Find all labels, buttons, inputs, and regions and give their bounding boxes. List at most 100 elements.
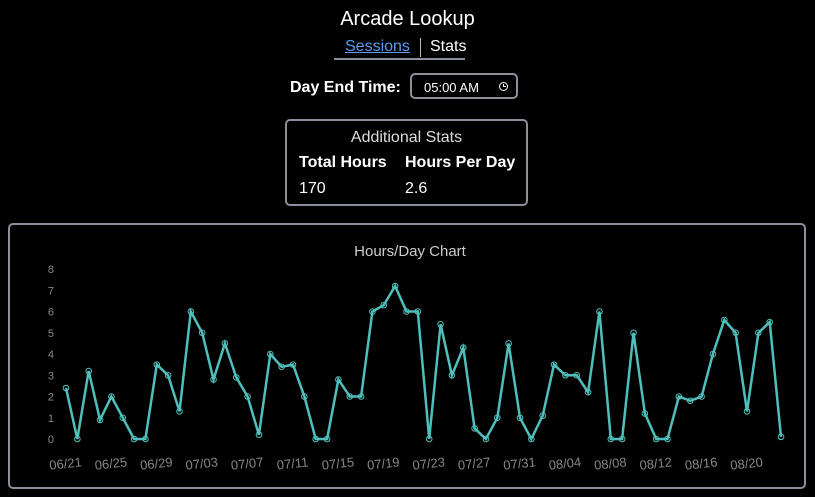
y-tick-label: 2 — [48, 392, 54, 404]
y-tick-label: 4 — [48, 349, 54, 361]
data-point — [153, 361, 161, 368]
x-tick-label: 07/07 — [230, 454, 264, 472]
data-point — [278, 363, 285, 371]
hours-per-day-value: 2.6 — [405, 180, 428, 197]
x-tick-label: 08/12 — [639, 454, 673, 472]
data-point — [221, 340, 229, 347]
data-point — [528, 435, 535, 443]
x-tick-label: 07/11 — [276, 454, 309, 472]
chart-title: Hours/Day Chart — [354, 243, 467, 260]
data-point — [267, 350, 274, 358]
data-point — [709, 350, 717, 358]
data-point — [425, 435, 433, 443]
data-point — [516, 414, 524, 422]
data-point — [494, 414, 501, 422]
tab-sessions[interactable]: Sessions — [345, 38, 410, 55]
x-tick-label: 08/20 — [730, 454, 764, 472]
data-point — [596, 308, 603, 315]
data-point — [187, 308, 195, 315]
data-point — [244, 393, 251, 400]
y-tick-label: 8 — [48, 264, 54, 276]
data-point — [74, 435, 81, 443]
data-point — [505, 340, 512, 347]
tab-divider — [420, 38, 421, 57]
x-tick-label: 06/25 — [94, 454, 128, 472]
tab-stats[interactable]: Stats — [430, 38, 467, 55]
data-point — [335, 376, 342, 383]
x-tick-label: 07/19 — [366, 454, 400, 472]
y-tick-label: 3 — [48, 370, 54, 382]
y-tick-label: 0 — [48, 434, 54, 446]
data-point — [176, 408, 183, 415]
data-point — [255, 431, 263, 439]
data-point — [675, 393, 683, 400]
data-point — [130, 435, 138, 443]
data-point — [573, 371, 581, 379]
data-point — [289, 361, 297, 368]
day-end-time-value[interactable]: 05:00 AM — [424, 80, 479, 95]
hours-per-day-chart-panel: Hours/Day Chart 0 1 2 3 4 5 6 7 8 06/21 06/25 06/29… — [8, 223, 806, 489]
y-tick-label: 6 — [48, 307, 54, 319]
data-point — [380, 301, 388, 309]
data-point — [766, 318, 774, 326]
data-point — [119, 414, 127, 422]
data-point — [142, 435, 149, 443]
data-point — [96, 416, 104, 424]
day-end-time-input[interactable]: 05:00 AM — [410, 73, 518, 99]
y-tick-label: 1 — [48, 413, 54, 425]
x-tick-label: 08/08 — [593, 454, 627, 472]
hours-per-day-header: Hours Per Day — [405, 154, 516, 171]
clock-icon[interactable] — [499, 82, 508, 91]
total-hours-header: Total Hours — [299, 154, 387, 171]
data-point — [62, 384, 70, 392]
app-title: Arcade Lookup — [340, 8, 475, 30]
data-point — [732, 329, 739, 337]
additional-stats-panel: Additional Stats Total Hours Hours Per D… — [285, 119, 528, 206]
data-point — [777, 433, 785, 441]
data-point — [232, 374, 240, 381]
data-point — [584, 388, 592, 396]
x-tick-label: 08/16 — [684, 454, 718, 472]
data-point — [664, 435, 671, 443]
data-point — [562, 371, 569, 379]
data-point — [437, 320, 444, 328]
series-line — [64, 283, 783, 442]
data-point — [323, 435, 331, 443]
data-point — [459, 344, 467, 351]
x-tick-label: 06/29 — [139, 454, 173, 472]
data-point — [539, 412, 547, 419]
data-point — [721, 316, 728, 324]
data-point — [618, 435, 626, 443]
x-tick-label: 07/15 — [321, 454, 355, 472]
y-tick-label: 7 — [48, 285, 54, 297]
data-point — [448, 371, 456, 379]
data-point — [471, 425, 478, 432]
data-point — [743, 408, 751, 415]
additional-stats-title: Additional Stats — [350, 129, 463, 146]
data-point — [346, 393, 354, 400]
data-point — [607, 435, 615, 443]
x-tick-label: 07/27 — [457, 454, 491, 472]
x-tick-label: 08/04 — [548, 454, 582, 472]
data-point — [686, 397, 694, 405]
nav-tabs: Sessions Stats — [334, 36, 467, 60]
day-end-label: Day End Time: — [290, 79, 401, 96]
data-point — [641, 410, 649, 417]
data-point — [482, 435, 490, 443]
data-point — [369, 308, 376, 315]
data-point — [108, 393, 115, 400]
x-tick-label: 06/21 — [49, 454, 83, 472]
total-hours-value: 170 — [299, 180, 326, 197]
y-tick-label: 5 — [48, 328, 54, 340]
data-point — [414, 308, 422, 315]
data-point — [403, 308, 410, 315]
data-point — [312, 435, 320, 443]
data-point — [652, 435, 660, 443]
data-point — [357, 393, 365, 400]
data-point — [630, 329, 637, 337]
data-point — [85, 367, 92, 375]
data-point — [164, 371, 172, 379]
hours-per-day-chart: Hours/Day Chart 0 1 2 3 4 5 6 7 8 06/21 06/25 06/29… — [48, 243, 785, 473]
data-point — [210, 376, 217, 383]
